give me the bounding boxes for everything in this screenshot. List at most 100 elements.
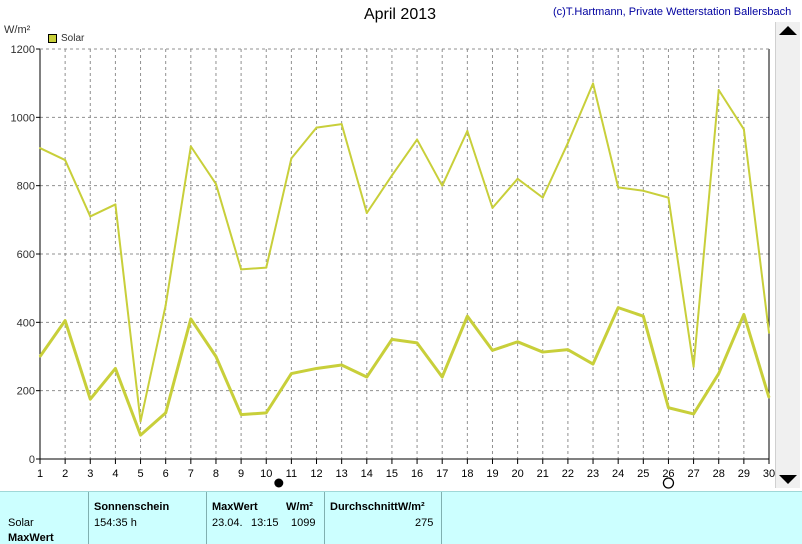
row-label-solar: Solar [8, 517, 34, 529]
solar-average-point [566, 348, 569, 351]
x-tick-label: 3 [87, 468, 93, 480]
solar-max-point [667, 196, 670, 199]
solar-average-point [416, 341, 419, 344]
x-tick-label: 28 [713, 468, 725, 480]
solar-max-point [64, 159, 67, 162]
x-tick-label: 7 [188, 468, 194, 480]
y-tick-label: 600 [17, 249, 35, 261]
x-tick-label: 19 [486, 468, 498, 480]
solar-max-point [592, 82, 595, 85]
solar-average-point [139, 434, 142, 437]
scroll-up-arrow-icon[interactable] [779, 26, 797, 35]
solar-max-point [717, 89, 720, 91]
solar-average-point [64, 319, 67, 322]
vertical-scrollbar[interactable] [775, 22, 800, 488]
solar-max-point [189, 145, 192, 148]
stats-divider [206, 492, 207, 544]
new-moon-icon [274, 478, 284, 488]
solar-max-point [516, 177, 519, 180]
solar-max-point [164, 304, 167, 307]
solar-max-point [240, 268, 243, 271]
solar-average-point [667, 406, 670, 409]
solar-average-point [290, 372, 293, 375]
solar-average-line [38, 306, 771, 437]
solar-average-point [189, 317, 192, 320]
solar-max-point [114, 203, 117, 206]
stats-panel: Sonnenschein MaxWert W/m² DurchschnittW/… [0, 491, 802, 544]
solar-max-point [466, 130, 469, 132]
solar-average-point [592, 363, 595, 366]
x-tick-label: 20 [511, 468, 523, 480]
max-value: 1099 [291, 517, 316, 529]
solar-max-point [642, 189, 645, 192]
solar-max-point [742, 128, 745, 131]
max-time: 13:15 [251, 517, 279, 529]
solar-max-line [39, 82, 770, 423]
solar-average-point [164, 411, 167, 414]
x-tick-label: 22 [562, 468, 574, 480]
solar-max-point [265, 266, 268, 269]
max-unit: W/m² [286, 501, 313, 513]
solar-max-point [365, 212, 368, 214]
solar-average-point [717, 372, 720, 375]
solar-max-point [566, 141, 569, 144]
x-tick-label: 30 [763, 468, 775, 480]
max-date: 23.04. [212, 517, 243, 529]
x-tick-label: 24 [612, 468, 624, 480]
solar-max-point [39, 147, 41, 150]
y-axis-unit: W/m² [4, 24, 31, 36]
legend-swatch-icon [48, 33, 57, 43]
x-tick-label: 2 [62, 468, 68, 480]
y-tick-label: 200 [17, 386, 35, 398]
x-tick-label: 13 [336, 468, 348, 480]
solar-average-point [39, 355, 41, 358]
copyright-notice: (c)T.Hartmann, Private Wetterstation Bal… [553, 6, 792, 18]
solar-max-point [315, 126, 318, 129]
y-tick-label: 0 [29, 454, 35, 466]
y-tick-label: 1200 [11, 44, 35, 56]
solar-average-point [692, 412, 695, 415]
x-tick-label: 18 [461, 468, 473, 480]
x-tick-label: 12 [310, 468, 322, 480]
solar-average-point [315, 367, 318, 370]
solar-average-point [642, 315, 645, 318]
x-tick-label: 11 [286, 468, 297, 480]
solar-average-point [541, 351, 544, 354]
x-tick-label: 1 [37, 468, 43, 480]
x-tick-label: 26 [662, 468, 674, 480]
chart-title: April 2013 [363, 6, 437, 23]
solar-average-point [390, 338, 393, 341]
solar-max-point [390, 174, 393, 177]
solar-max-point [290, 157, 293, 160]
solar-average-point [466, 315, 469, 318]
legend-label: Solar [61, 32, 85, 44]
sunshine-header: Sonnenschein [94, 501, 170, 513]
solar-average-point [365, 376, 368, 378]
stats-divider [88, 492, 89, 544]
avg-value: 275 [415, 517, 434, 529]
x-tick-label: 14 [361, 468, 373, 480]
x-tick-label: 17 [436, 468, 448, 480]
solar-max-point [89, 215, 92, 218]
solar-average-point [491, 349, 494, 352]
sunshine-value: 154:35 h [94, 517, 137, 529]
x-tick-label: 8 [213, 468, 219, 480]
y-tick-label: 400 [17, 317, 35, 329]
x-tick-label: 5 [137, 468, 143, 480]
solar-average-point [340, 364, 343, 367]
solar-average-point [89, 398, 92, 401]
x-tick-label: 9 [238, 468, 244, 480]
solar-average-point [617, 306, 620, 309]
scroll-down-arrow-icon[interactable] [779, 475, 797, 484]
x-tick-label: 21 [537, 468, 549, 480]
solar-max-point [340, 123, 343, 126]
x-tick-label: 16 [411, 468, 423, 480]
solar-max-point [416, 138, 419, 141]
x-tick-label: 27 [687, 468, 699, 480]
solar-average-point [240, 413, 243, 416]
solar-max-point [214, 182, 217, 185]
solar-average-point [516, 340, 519, 343]
solar-average-point [214, 355, 217, 358]
x-tick-label: 25 [637, 468, 649, 480]
solar-average-point [265, 411, 268, 414]
